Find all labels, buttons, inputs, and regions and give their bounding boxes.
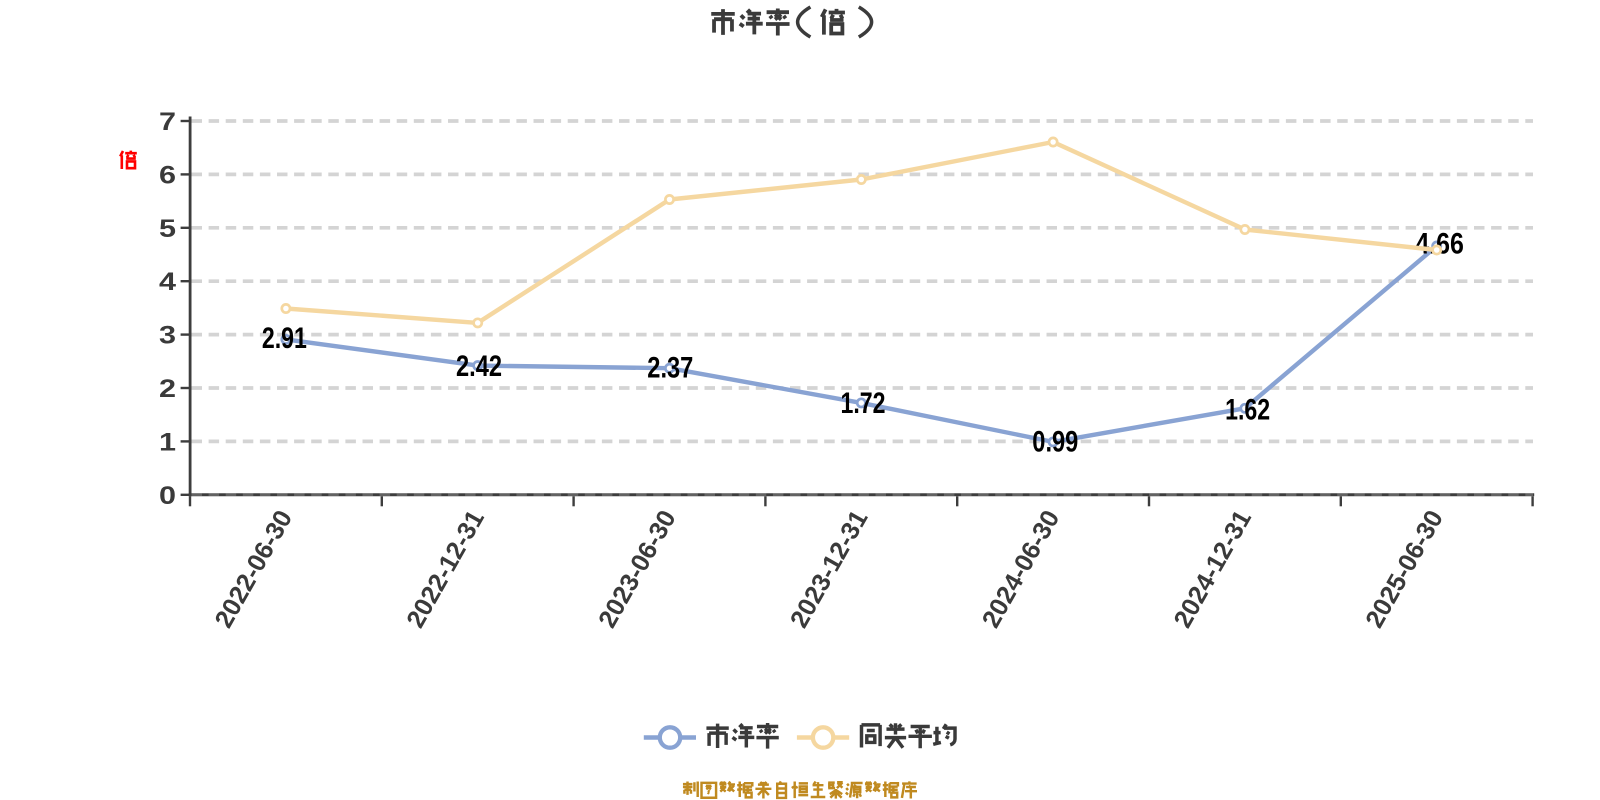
svg-text:3: 3 bbox=[159, 322, 176, 350]
svg-text:2025-06-30: 2025-06-30 bbox=[1361, 506, 1449, 633]
svg-text:2.91: 2.91 bbox=[262, 322, 307, 355]
svg-text:1.72: 1.72 bbox=[841, 387, 886, 420]
svg-text:2.42: 2.42 bbox=[456, 350, 502, 383]
svg-text:2023-12-31: 2023-12-31 bbox=[785, 506, 873, 633]
svg-text:5: 5 bbox=[159, 215, 176, 243]
svg-text:6: 6 bbox=[159, 161, 176, 189]
svg-text:2024-06-30: 2024-06-30 bbox=[977, 506, 1065, 633]
svg-text:2: 2 bbox=[159, 375, 176, 403]
svg-text:2022-12-31: 2022-12-31 bbox=[402, 506, 490, 633]
svg-text:0.99: 0.99 bbox=[1032, 426, 1078, 459]
svg-text:2023-06-30: 2023-06-30 bbox=[593, 506, 681, 633]
svg-text:2024-12-31: 2024-12-31 bbox=[1169, 506, 1257, 633]
svg-text:7: 7 bbox=[159, 108, 176, 136]
svg-text:4.66: 4.66 bbox=[1415, 228, 1464, 261]
svg-text:2.37: 2.37 bbox=[647, 352, 693, 385]
svg-text:1: 1 bbox=[159, 428, 176, 456]
svg-text:4: 4 bbox=[159, 268, 176, 296]
svg-text:1.62: 1.62 bbox=[1225, 394, 1270, 427]
svg-text:0: 0 bbox=[159, 482, 176, 510]
svg-text:2022-06-30: 2022-06-30 bbox=[210, 506, 298, 633]
